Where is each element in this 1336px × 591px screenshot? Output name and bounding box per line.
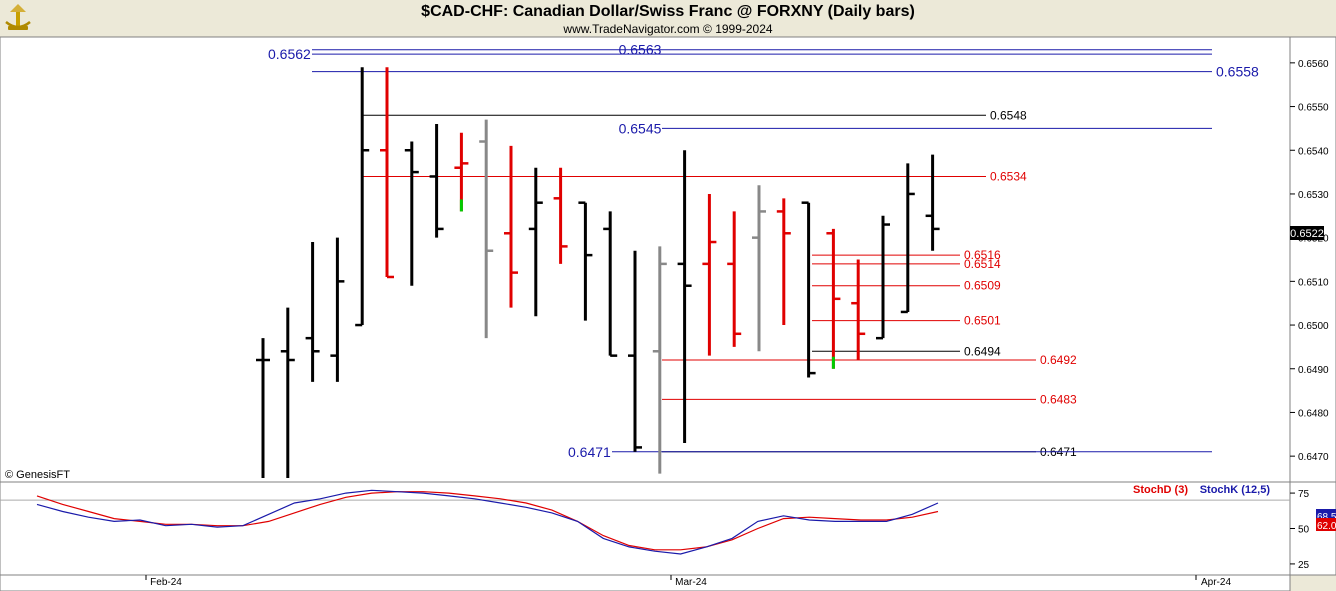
- ohlc-bar: [603, 211, 618, 357]
- ohlc-bar: [776, 198, 791, 326]
- last-price-marker: 0.6522: [1290, 226, 1324, 240]
- stochk-last-label: 68.57: [1317, 512, 1336, 523]
- price-y-tick-label: 0.6470: [1298, 452, 1329, 463]
- stoch-panel: [0, 481, 1291, 576]
- ohlc-bar: [925, 154, 940, 251]
- price-panel: [0, 36, 1291, 483]
- ohlc-bar: [876, 215, 890, 340]
- x-tick-label: Mar-24: [675, 577, 707, 588]
- price-y-tick-label: 0.6480: [1298, 408, 1329, 419]
- level-label: 0.6563: [619, 42, 662, 58]
- ohlc-bar: [330, 237, 345, 382]
- price-y-tick-label: 0.6510: [1298, 277, 1329, 288]
- level-label: 0.6501: [964, 314, 1001, 328]
- level-label: 0.6534: [990, 169, 1027, 183]
- ohlc-bar: [454, 132, 469, 212]
- level-label: 0.6509: [964, 279, 1001, 293]
- ohlc-bar: [528, 167, 543, 317]
- chart-title: $CAD-CHF: Canadian Dollar/Swiss Franc @ …: [421, 3, 915, 20]
- price-y-tick-label: 0.6560: [1298, 59, 1329, 70]
- level-label: 0.6494: [964, 344, 1001, 358]
- ohlc-bar: [851, 259, 866, 361]
- ohlc-bar: [305, 242, 320, 382]
- stoch-y-axis: 25 50 75: [1290, 489, 1310, 571]
- legend-stochd: StochD (3): [1133, 484, 1188, 496]
- price-y-tick-label: 0.6490: [1298, 365, 1329, 376]
- level-label: 0.6492: [1040, 353, 1077, 367]
- trade-navigator-logo: [5, 4, 31, 30]
- ohlc-bar: [479, 119, 494, 339]
- level-label: 0.6471: [568, 444, 611, 460]
- ohlc-bar: [256, 338, 270, 478]
- stochd-last-label: 62.01: [1317, 521, 1336, 532]
- last-price-box: [1290, 226, 1324, 240]
- level-label: 0.6562: [268, 46, 311, 62]
- x-axis-labels: Feb-24 Mar-24 Apr-24: [145, 575, 1231, 588]
- ohlc-bar: [801, 201, 816, 378]
- stoch-lines: [36, 489, 939, 555]
- ohlc-bar: [578, 201, 593, 321]
- ohlc-bar: [752, 185, 766, 352]
- x-axis: [0, 574, 1291, 591]
- stoch-y-tick-label: 75: [1298, 489, 1310, 500]
- ohlc-bar: [380, 67, 394, 279]
- ohlc-bar: [429, 124, 444, 238]
- price-levels: 0.6563 0.6562 0.6558 0.6548 0.6545 0.6534 0.65…: [268, 42, 1259, 460]
- ohlc-bar: [702, 193, 717, 356]
- stochd-last-box: [1316, 518, 1336, 531]
- ohlc-bar: [355, 67, 370, 327]
- ohlc-bar: [628, 250, 642, 452]
- ohlc-bar: [826, 228, 841, 369]
- price-y-tick-label: 0.6540: [1298, 146, 1329, 157]
- legend-stochk: StochK (12,5): [1200, 484, 1271, 496]
- price-y-tick-label: 0.6530: [1298, 190, 1329, 201]
- level-label: 0.6548: [990, 108, 1027, 122]
- stoch-y-tick-label: 50: [1298, 525, 1310, 536]
- level-label: 0.6514: [964, 257, 1001, 271]
- ohlc-bar: [652, 246, 667, 474]
- watermark: © GenesisFT: [5, 469, 70, 481]
- price-bars: [256, 67, 940, 478]
- level-label: 0.6545: [619, 120, 662, 136]
- level-label: 0.6558: [1216, 64, 1259, 80]
- level-label: 0.6516: [964, 248, 1001, 262]
- last-price-label: 0.6522: [1290, 228, 1324, 240]
- x-tick-label: Apr-24: [1201, 577, 1231, 588]
- ohlc-bar: [900, 163, 915, 314]
- x-tick-label: Feb-24: [150, 577, 182, 588]
- ohlc-bar: [504, 145, 518, 308]
- price-y-tick-label: 0.6500: [1298, 321, 1329, 332]
- price-y-tick-label: 0.6550: [1298, 103, 1329, 114]
- ohlc-bar: [404, 141, 419, 286]
- ohlc-bar: [677, 150, 692, 444]
- ohlc-bar: [280, 307, 295, 478]
- stochd-last-marker: 62.01: [1316, 518, 1336, 532]
- level-label: 0.6483: [1040, 392, 1077, 406]
- ohlc-bar: [553, 167, 568, 264]
- ohlc-bar: [727, 211, 742, 347]
- chart-subtitle: www.TradeNavigator.com © 1999-2024: [563, 22, 773, 36]
- stoch-y-tick-label: 25: [1298, 560, 1310, 571]
- stoch-series-line: [36, 489, 939, 555]
